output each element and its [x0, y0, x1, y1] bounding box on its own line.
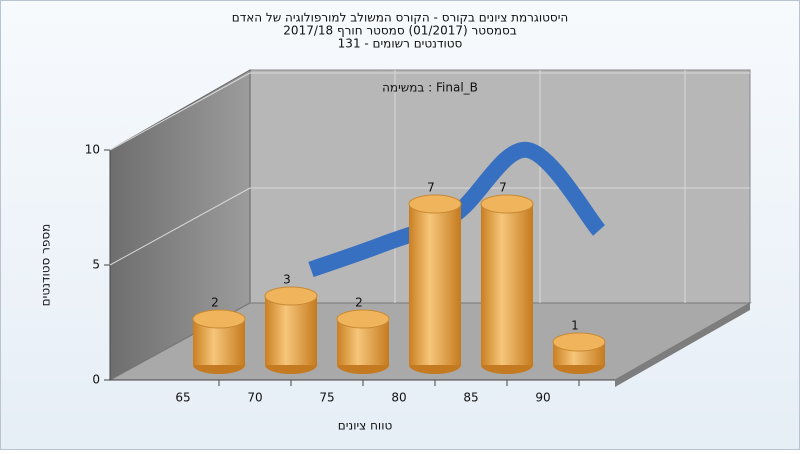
y-axis-label: מספר סטודנטים	[39, 224, 53, 307]
grid-line	[109, 72, 251, 151]
x-tick-label: 70	[247, 391, 262, 405]
chart-title: היסטוגרמת ציונים בקורס - הקורס המשולב למ…	[232, 11, 569, 25]
floor-edge	[615, 303, 750, 387]
bar-cap	[336, 309, 390, 329]
data-label: 2	[355, 296, 363, 310]
data-label: 7	[427, 181, 435, 195]
bar-cap	[480, 194, 534, 214]
y-tick-label: 5	[92, 258, 100, 272]
data-label: 3	[283, 273, 291, 287]
x-tick-label: 75	[319, 391, 334, 405]
data-label: 2	[211, 296, 219, 310]
grid-line	[109, 187, 251, 266]
y-tick-label: 0	[92, 373, 100, 387]
chart-title: בסמסטר (01/2017) סמסטר חורף 2017/18	[283, 24, 516, 38]
bar-cap	[552, 332, 606, 352]
annotation: במשימה : Final_B	[382, 81, 478, 95]
x-tick-label: 85	[463, 391, 478, 405]
bar-cap	[192, 309, 246, 329]
bar-cap	[264, 286, 318, 306]
bar	[481, 204, 533, 365]
y-tick-label: 10	[85, 143, 100, 157]
x-axis-label: טווח ציונים	[338, 419, 393, 433]
data-label: 7	[499, 181, 507, 195]
bar-cap	[408, 194, 462, 214]
curve	[308, 141, 606, 278]
bar	[265, 296, 317, 365]
chart-title: סטודנטים רשומים - 131	[338, 37, 463, 51]
x-tick-label: 90	[535, 391, 550, 405]
bar	[409, 204, 461, 365]
data-label: 1	[571, 319, 579, 333]
x-tick-label: 65	[175, 391, 190, 405]
x-tick-label: 80	[391, 391, 406, 405]
